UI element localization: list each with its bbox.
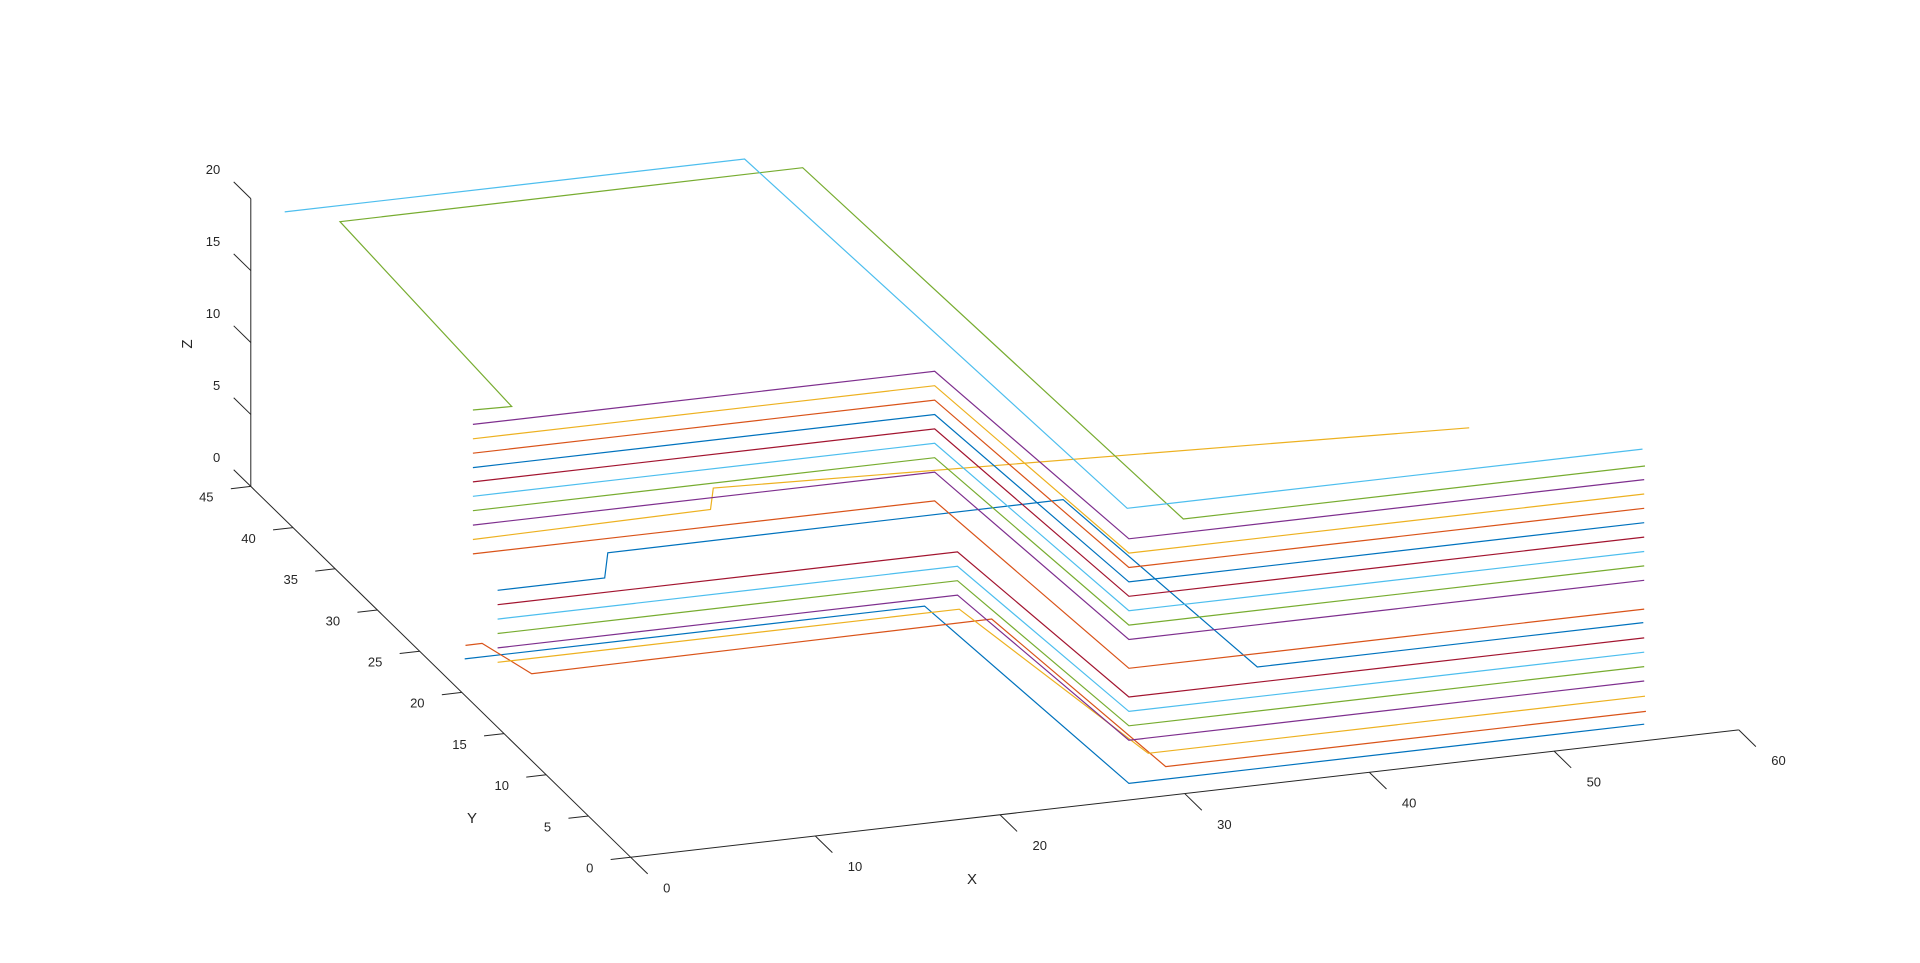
- line: [497, 580, 1645, 727]
- x-tick: [1553, 750, 1572, 769]
- y-tick-label: 10: [494, 778, 508, 793]
- x-tick-label: 30: [1217, 817, 1231, 832]
- z-tick: [233, 469, 252, 487]
- x-tick-label: 40: [1402, 796, 1416, 811]
- z-tick: [233, 253, 252, 271]
- z-tick-label: 0: [213, 450, 220, 465]
- y-tick-label: 30: [326, 613, 340, 628]
- y-tick-label: 35: [283, 572, 297, 587]
- y-tick: [272, 527, 294, 531]
- line: [472, 385, 1645, 554]
- x-tick-label: 20: [1032, 838, 1046, 853]
- line: [472, 500, 1645, 669]
- line: [472, 442, 1645, 612]
- line: [472, 399, 1645, 569]
- z-tick-label: 15: [206, 234, 220, 249]
- y-tick: [483, 733, 505, 737]
- y-tick: [230, 485, 251, 490]
- y-tick-label: 40: [241, 531, 255, 546]
- y-tick: [610, 856, 631, 860]
- line: [472, 413, 1645, 583]
- line: [497, 594, 1645, 741]
- y-tick-label: 5: [544, 819, 551, 834]
- line: [464, 605, 1645, 785]
- x-tick: [1738, 729, 1757, 747]
- y-tick-label: 0: [586, 860, 593, 875]
- z-tick: [233, 397, 252, 415]
- y-tick-label: 45: [199, 490, 213, 505]
- x-tick: [1184, 793, 1203, 811]
- line: [472, 428, 1645, 597]
- x-axis-label: X: [967, 871, 977, 888]
- line: [497, 608, 1646, 754]
- y-tick: [568, 815, 589, 819]
- z-tick: [233, 181, 252, 199]
- x-tick: [630, 856, 649, 875]
- y-axis-label: Y: [467, 810, 477, 827]
- line: [284, 158, 1643, 509]
- line: [497, 565, 1645, 713]
- z-tick-label: 20: [206, 162, 220, 177]
- y-tick: [399, 650, 420, 654]
- line: [472, 457, 1645, 626]
- line: [472, 471, 1645, 641]
- y-tick: [357, 609, 378, 613]
- line: [472, 370, 1645, 540]
- z-tick-label: 10: [206, 306, 220, 321]
- y-tick-label: 25: [368, 654, 382, 669]
- line: [338, 167, 1646, 520]
- x-tick: [814, 835, 833, 854]
- y-tick: [315, 568, 336, 572]
- y-tick-label: 20: [410, 696, 424, 711]
- x-tick-label: 10: [848, 859, 862, 874]
- line: [497, 551, 1645, 698]
- line: [472, 427, 1470, 541]
- x-tick-label: 0: [663, 880, 670, 895]
- y-axis-line: [250, 486, 631, 858]
- x-tick: [1369, 771, 1387, 790]
- z-axis-label: Z: [179, 339, 196, 348]
- y-tick: [441, 691, 462, 696]
- line: [465, 618, 1646, 768]
- y-tick: [526, 774, 547, 778]
- x-tick: [999, 814, 1018, 832]
- x-tick-label: 50: [1587, 774, 1601, 789]
- z-tick: [233, 325, 252, 343]
- x-tick-label: 60: [1771, 753, 1785, 768]
- y-tick-label: 15: [452, 737, 466, 752]
- line: [497, 498, 1644, 668]
- z-tick-label: 5: [213, 378, 220, 393]
